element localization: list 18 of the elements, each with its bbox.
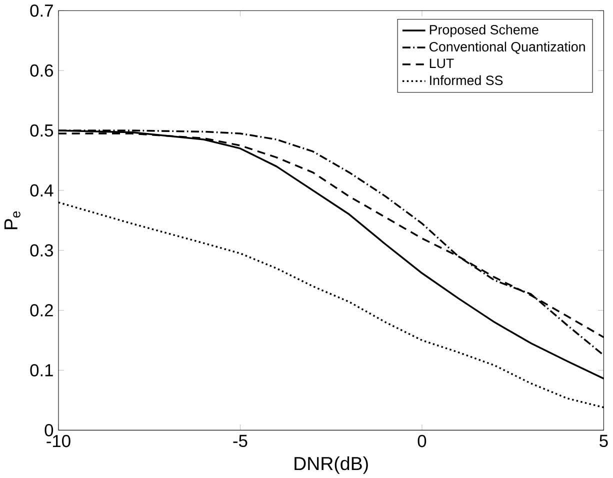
x-tick-label: 0 bbox=[418, 434, 426, 448]
y-tick-label: 0.2 bbox=[30, 304, 53, 316]
y-tick-label: 0.4 bbox=[30, 184, 54, 196]
legend-label: Informed SS bbox=[430, 75, 503, 85]
y-tick-label: 0.1 bbox=[30, 364, 53, 376]
x-tick-label: 5 bbox=[600, 434, 608, 447]
x-tick-label: -10 bbox=[46, 434, 70, 448]
x-tick-label: -5 bbox=[233, 434, 248, 447]
legend-label: Conventional Quantization bbox=[430, 42, 585, 54]
legend-label: Proposed Scheme bbox=[430, 24, 538, 37]
y-tick-label: 0.7 bbox=[30, 4, 53, 17]
y-axis-title: P$_{e}$ bbox=[4, 211, 20, 229]
y-tick-label: 0 bbox=[44, 424, 54, 436]
y-tick-label: 0.5 bbox=[30, 124, 54, 136]
legend-label: LUT bbox=[430, 58, 454, 68]
x-axis-title: DNR(dB) bbox=[294, 456, 368, 474]
y-tick-label: 0.3 bbox=[30, 244, 53, 256]
y-tick-label: 0.6 bbox=[30, 64, 53, 77]
